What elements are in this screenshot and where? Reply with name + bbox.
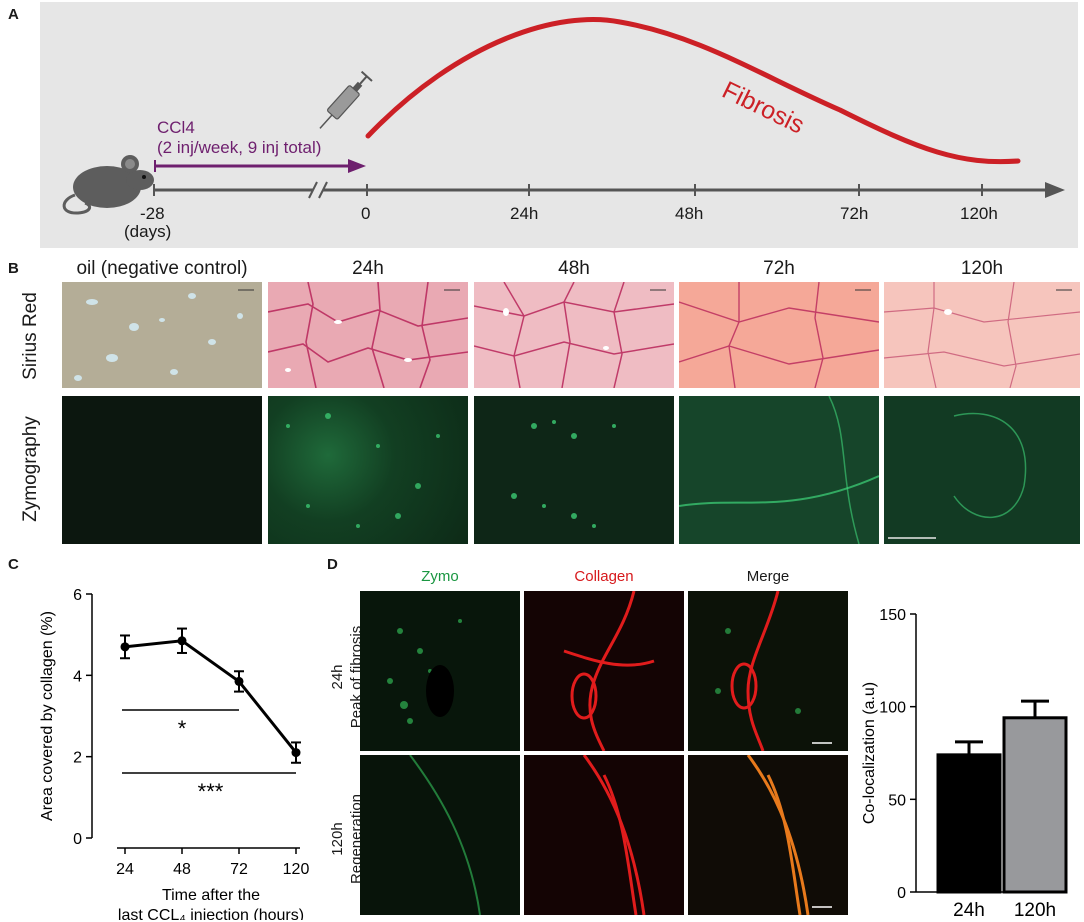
tick-label-120h: 120h <box>960 204 998 223</box>
row-label-120h: 120h <box>329 822 346 856</box>
tick-label-72h: 72h <box>840 204 869 223</box>
column-label-24h: 24h <box>352 258 384 279</box>
timeline-arrowhead <box>1045 182 1065 198</box>
timeline-background <box>40 2 1078 248</box>
tick-label-24h: 24h <box>510 204 539 223</box>
data-point <box>177 636 187 646</box>
y-tick-label: 50 <box>888 792 906 809</box>
confocal-merge-24h-image <box>688 591 848 751</box>
sirius-red-24h-image <box>268 282 468 388</box>
zymography-24h-image <box>268 396 468 544</box>
zymography-72h-image <box>679 396 879 544</box>
sirius-red-120h-image <box>884 282 1080 388</box>
zymography-oil-image <box>62 396 262 544</box>
start-unit-label: (days) <box>124 222 172 241</box>
confocal-zymo-120h-image <box>360 755 520 915</box>
column-label-72h: 72h <box>763 258 795 279</box>
zymography-48h-image <box>474 396 674 544</box>
y-tick-label: 0 <box>897 885 906 902</box>
panel-label-c: C <box>8 556 19 573</box>
tick-label-0: 0 <box>361 204 371 223</box>
x-tick-label: 72 <box>230 861 248 878</box>
confocal-zymo-24h-image <box>360 591 520 751</box>
panel-label-d: D <box>327 556 338 573</box>
zymography-120h-image <box>884 396 1080 544</box>
co-localization-bar-chart: 0 50 100 150 24h 120h Co-localization (a.u) <box>861 607 1068 920</box>
bar-24h <box>936 753 1002 894</box>
column-label-zymo: Zymo <box>421 568 459 585</box>
x-tick-label: 24h <box>953 900 985 920</box>
row-label-sirius-red: Sirius Red <box>20 292 41 380</box>
tick-label-48h: 48h <box>675 204 704 223</box>
syringe-icon <box>319 70 373 129</box>
significance-marker: * <box>178 716 187 741</box>
mouse-icon <box>62 155 154 215</box>
data-point <box>291 748 301 758</box>
column-label-collagen: Collagen <box>574 568 634 585</box>
confocal-collagen-120h-image <box>524 755 684 915</box>
x-tick-label: 120 <box>283 861 310 878</box>
sirius-red-48h-image <box>474 282 674 388</box>
y-tick-label: 6 <box>73 587 82 604</box>
sirius-red-72h-image <box>679 282 879 388</box>
y-tick-label: 100 <box>879 700 906 717</box>
y-tick-label: 4 <box>73 668 82 685</box>
confocal-merge-120h-image <box>688 755 848 915</box>
x-tick-label: 24 <box>116 861 134 878</box>
significance-marker: *** <box>198 779 224 804</box>
y-tick-label: 150 <box>879 607 906 624</box>
x-tick-label: 120h <box>1014 900 1056 920</box>
treatment-label-line1: CCl4 <box>157 118 195 137</box>
x-axis-label-line2: last CCL₄ injection (hours) <box>118 907 304 920</box>
bar-120h <box>1002 716 1068 894</box>
axis-break-icon <box>308 181 328 199</box>
fibrosis-curve <box>365 17 1021 165</box>
panel-label-b: B <box>8 260 19 277</box>
panel-label-a: A <box>8 6 19 23</box>
y-tick-label: 0 <box>73 831 82 848</box>
data-point <box>234 676 244 686</box>
column-label-oil: oil (negative control) <box>76 258 248 279</box>
collagen-series-line <box>124 639 298 754</box>
row-label-zymography: Zymography <box>20 416 41 522</box>
timeline-panel <box>40 2 1078 248</box>
start-tick-label: -28 <box>140 204 165 223</box>
y-tick-label: 2 <box>73 750 82 767</box>
data-point <box>120 642 130 652</box>
confocal-collagen-24h-image <box>524 591 684 751</box>
y-axis-label: Co-localization (a.u) <box>861 682 878 824</box>
column-label-48h: 48h <box>558 258 590 279</box>
treatment-label-line2: (2 inj/week, 9 inj total) <box>157 138 322 157</box>
column-label-120h: 120h <box>960 258 1004 279</box>
x-axis-label-line1: Time after the <box>162 887 260 904</box>
y-axis-label: Area covered by collagen (%) <box>39 611 56 821</box>
row-label-24h: 24h <box>329 664 346 690</box>
sirius-red-oil-image <box>62 282 262 388</box>
column-label-merge: Merge <box>746 568 790 585</box>
x-tick-label: 48 <box>173 861 191 878</box>
